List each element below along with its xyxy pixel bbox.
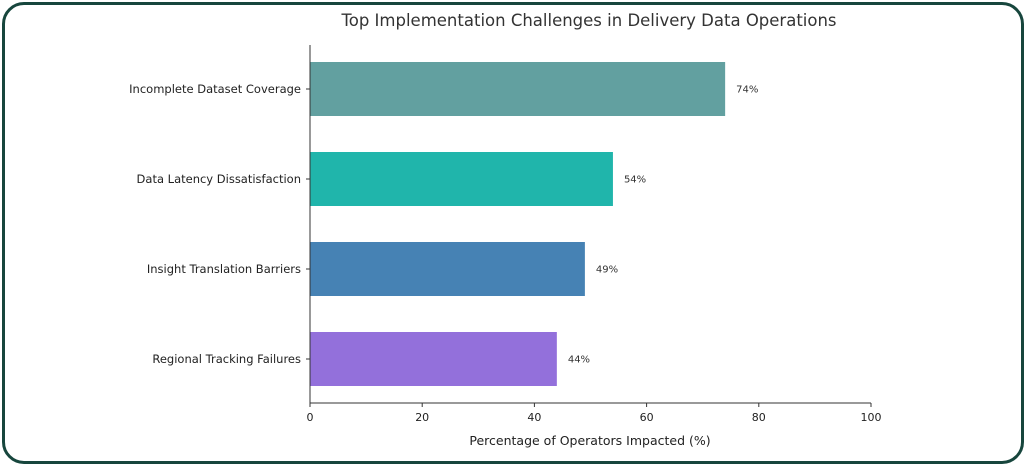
bar-regional-tracking-failures	[310, 332, 557, 386]
x-tick-label-100: 100	[861, 411, 882, 424]
data-label-data-latency-dissatisfaction: 54%	[624, 175, 646, 186]
data-label-incomplete-dataset-coverage: 74%	[736, 85, 758, 96]
x-tick-label-0: 0	[307, 411, 314, 424]
x-tick-label-80: 80	[752, 411, 766, 424]
y-tick-label-data-latency-dissatisfaction: Data Latency Dissatisfaction	[137, 172, 301, 186]
bar-data-latency-dissatisfaction	[310, 152, 613, 206]
data-label-insight-translation-barriers: 49%	[596, 265, 618, 276]
axes-group: Incomplete Dataset Coverage Data Latency …	[129, 45, 882, 424]
bar-insight-translation-barriers	[310, 242, 585, 296]
y-tick-label-incomplete-dataset-coverage: Incomplete Dataset Coverage	[129, 82, 301, 96]
x-tick-label-60: 60	[640, 411, 654, 424]
bar-incomplete-dataset-coverage	[310, 62, 726, 116]
y-tick-label-insight-translation-barriers: Insight Translation Barriers	[147, 262, 301, 276]
chart-title: Top Implementation Challenges in Deliver…	[340, 11, 836, 30]
data-label-regional-tracking-failures: 44%	[568, 355, 590, 366]
x-axis-title: Percentage of Operators Impacted (%)	[469, 433, 710, 448]
bar-chart: Top Implementation Challenges in Deliver…	[129, 11, 882, 448]
x-tick-label-40: 40	[527, 411, 541, 424]
y-tick-label-regional-tracking-failures: Regional Tracking Failures	[152, 352, 301, 366]
x-tick-label-20: 20	[415, 411, 429, 424]
bars-group: 74% 54% 49% 44%	[310, 62, 758, 386]
